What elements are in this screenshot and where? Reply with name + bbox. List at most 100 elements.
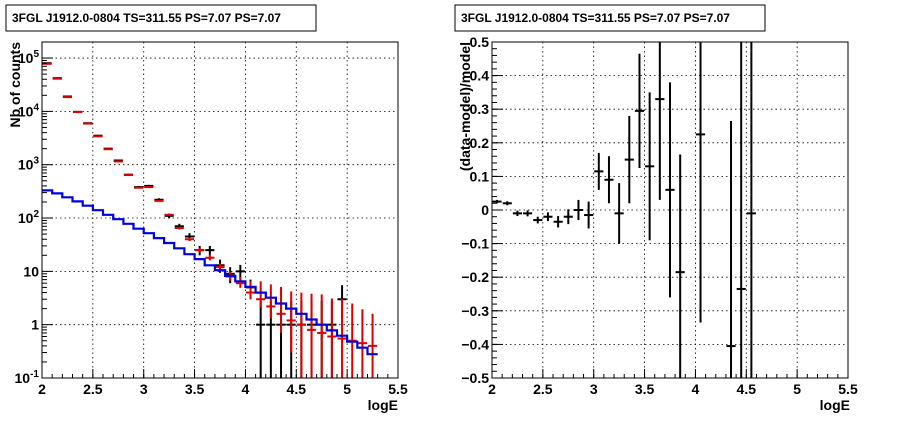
residuals-data-point: [604, 156, 614, 204]
residuals-data-point: [675, 154, 685, 378]
counts-x-tick-label: 5.5: [388, 381, 408, 397]
residuals-data-point: [624, 115, 634, 204]
residuals-data-point: [695, 42, 706, 323]
counts-data-point: [235, 277, 245, 288]
residuals-data-point: [543, 212, 553, 222]
residuals-x-tick-label: 4: [692, 381, 700, 397]
residuals-data-point: [553, 216, 563, 228]
residuals-x-tick-label: 2.5: [533, 381, 553, 397]
counts-x-tick-label: 4: [242, 381, 250, 397]
counts-y-tick-label: 10-1: [15, 369, 40, 386]
residuals-data-point: [594, 152, 604, 190]
residuals-data-point: [655, 42, 665, 200]
residuals-y-tick-label: −0.1: [461, 236, 489, 252]
residuals-title-box: [454, 4, 766, 32]
counts-x-axis-label: logE: [368, 397, 398, 413]
residuals-data-point: [533, 216, 543, 224]
residuals-data-point: [502, 201, 512, 206]
counts-data-point: [256, 300, 266, 378]
residuals-data-point: [563, 209, 573, 225]
residuals-x-tick-label: 2: [488, 381, 496, 397]
counts-data-point: [184, 237, 195, 242]
counts-data-point: [205, 254, 215, 261]
counts-data-point: [174, 226, 184, 230]
residuals-grid: [492, 42, 848, 378]
residuals-data-point: [726, 120, 736, 378]
counts-data-point: [306, 293, 317, 378]
counts-plot-frame: [41, 41, 399, 379]
counts-data-point: [296, 292, 306, 378]
residuals-y-tick-label: −0.5: [461, 370, 489, 386]
residuals-x-tick-label: 5: [793, 381, 801, 397]
counts-data-point: [286, 291, 296, 353]
residuals-y-tick-label: 0: [481, 202, 489, 218]
residuals-data-point: [584, 201, 594, 229]
residuals-x-tick-label: 4.5: [737, 381, 757, 397]
residuals-y-tick-label: −0.2: [461, 269, 489, 285]
counts-axis-ticks: [41, 41, 399, 379]
counts-data-point: [144, 186, 154, 189]
residuals-data-point: [573, 199, 584, 221]
residuals-x-tick-label: 5.5: [838, 381, 858, 397]
residuals-panel: 3FGL J1912.0-0804 TS=311.55 PS=7.07 PS=7…: [454, 4, 858, 413]
residuals-title: 3FGL J1912.0-0804 TS=311.55 PS=7.07 PS=7…: [461, 11, 730, 25]
counts-x-tick-label: 2: [38, 381, 46, 397]
residuals-x-axis-label: logE: [820, 397, 850, 413]
counts-data-point: [357, 309, 367, 378]
counts-data-point: [317, 294, 327, 378]
residuals-data-point: [736, 42, 746, 378]
counts-data-point: [367, 313, 378, 378]
residuals-tick-labels: 2 2.5 3 3.5 4 4.5 5 5.5 −0.5 −0.4 −0.3 −0.2 −0.1 0 0.1…: [461, 34, 858, 397]
counts-data-point: [154, 199, 164, 202]
residuals-x-tick-label: 3: [590, 381, 598, 397]
residuals-data-point: [614, 183, 624, 244]
counts-data-point: [123, 174, 134, 177]
residuals-y-tick-label: −0.4: [461, 336, 489, 352]
counts-title-box: [5, 4, 317, 32]
counts-y-tick-label: 10: [23, 263, 39, 279]
residuals-y-tick-label: 0.3: [470, 101, 490, 117]
counts-y-tick-label: 102: [18, 209, 40, 226]
counts-data-point: [337, 298, 347, 378]
residuals-marks: [492, 42, 756, 378]
residuals-y-tick-label: 0.5: [470, 34, 490, 50]
counts-x-tick-label: 4.5: [287, 381, 307, 397]
counts-title: 3FGL J1912.0-0804 TS=311.55 PS=7.07 PS=7…: [12, 11, 281, 25]
counts-data-point: [276, 286, 286, 333]
counts-x-tick-label: 3: [140, 381, 148, 397]
counts-data-point: [266, 284, 276, 319]
residuals-data-point: [523, 210, 533, 217]
counts-data-point: [164, 213, 174, 216]
counts-y-tick-label: 1: [31, 317, 39, 333]
counts-data-point: [327, 298, 337, 378]
residuals-y-tick-label: −0.3: [461, 303, 489, 319]
counts-y-axis-label: Nb of counts: [7, 42, 23, 128]
counts-data-point: [256, 281, 266, 308]
counts-panel: 3FGL J1912.0-0804 TS=311.55 PS=7.07 PS=7…: [5, 4, 408, 413]
counts-y-tick-label: 104: [18, 102, 40, 119]
residuals-y-tick-label: 0.4: [470, 68, 490, 84]
residuals-data-point: [746, 42, 756, 378]
counts-y-tick-label: 105: [18, 49, 40, 66]
counts-x-tick-label: 3.5: [185, 381, 205, 397]
counts-data-point: [205, 245, 215, 256]
counts-data-point: [134, 186, 144, 189]
counts-data-point: [195, 247, 205, 253]
residuals-data-point: [645, 92, 655, 241]
counts-tick-labels: 2 2.5 3 3.5 4 4.5 5 5.5 10-1 1 10 102 103 104 105: [15, 49, 408, 397]
residuals-y-tick-label: 0.1: [470, 168, 490, 184]
residuals-data-point: [512, 210, 523, 217]
residuals-axis-ticks: [491, 41, 849, 379]
counts-marks: [42, 62, 378, 378]
counts-y-tick-label: 103: [18, 156, 40, 173]
residuals-data-point: [665, 82, 675, 298]
counts-data-point: [245, 281, 256, 300]
residuals-y-axis-label: (data-model)/model: [457, 42, 473, 171]
residuals-x-tick-label: 3.5: [635, 381, 655, 397]
residuals-data-point: [492, 199, 502, 204]
residuals-y-tick-label: 0.2: [470, 135, 490, 151]
residuals-data-point: [634, 53, 645, 168]
counts-x-tick-label: 5: [343, 381, 351, 397]
counts-model-step-line: [42, 189, 378, 356]
